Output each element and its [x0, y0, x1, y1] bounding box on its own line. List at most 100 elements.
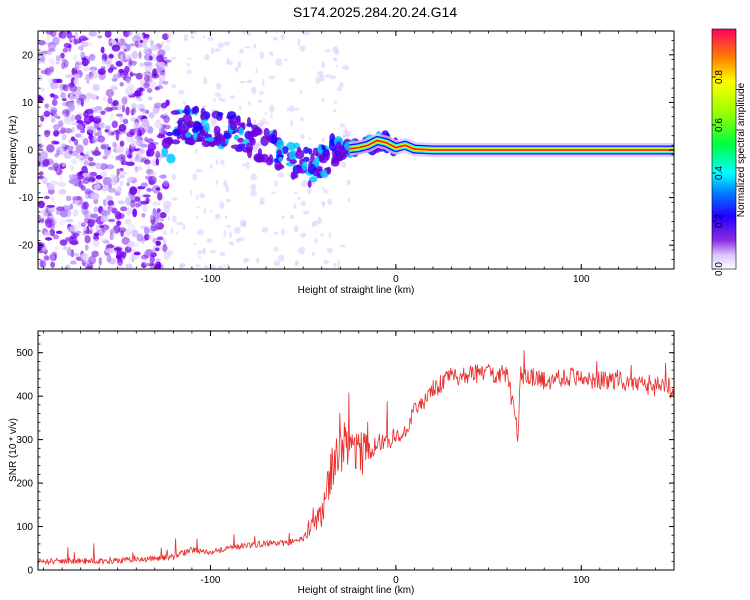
speckle-blob [70, 260, 77, 265]
speckle-blob [312, 220, 318, 226]
speckle-blob [107, 218, 116, 223]
speckle-blob [129, 186, 138, 196]
speckle-blob [126, 182, 130, 187]
speckle-blob [143, 61, 153, 66]
speckle-blob [151, 201, 161, 206]
speckle-blob [109, 154, 115, 159]
speckle-blob [87, 125, 97, 134]
speckle-blob [210, 163, 213, 170]
spectrogram-y-label: Frequency (Hz) [8, 116, 19, 185]
speckle-blob [294, 191, 298, 195]
speckle-blob [129, 60, 138, 66]
speckle-blob [239, 104, 242, 111]
ridge-blob [252, 127, 263, 136]
speckle-blob [96, 228, 105, 237]
speckle-blob [54, 153, 59, 158]
speckle-blob [162, 80, 169, 85]
speckle-blob [69, 203, 74, 210]
speckle-blob [250, 183, 257, 191]
speckle-blob [215, 179, 218, 185]
speckle-blob [134, 40, 139, 47]
speckle-blob [69, 224, 79, 233]
speckle-blob [204, 53, 210, 61]
speckle-blob [47, 166, 55, 171]
speckle-blob [237, 61, 242, 69]
speckle-blob [51, 98, 58, 107]
speckle-blob [93, 206, 99, 213]
speckle-blob [111, 120, 118, 129]
speckle-blob [182, 100, 187, 105]
speckle-blob [303, 31, 310, 36]
speckle-blob [68, 103, 75, 112]
speckle-blob [118, 68, 125, 74]
speckle-blob [99, 163, 108, 171]
snr-panel: -100 0 100 0 100 200 300 400 500 Height of strai… [8, 330, 675, 596]
speckle-blob [288, 77, 296, 83]
speckle-blob [41, 50, 49, 55]
speckle-blob [48, 57, 56, 64]
speckle-blob [139, 125, 143, 131]
speckle-blob [136, 97, 143, 102]
speckle-blob [121, 96, 128, 105]
speckle-blob [88, 53, 96, 61]
speckle-blob [92, 83, 100, 92]
speckle-blob [190, 34, 195, 39]
speckle-blob [72, 209, 79, 217]
speckle-blob [192, 173, 198, 181]
speckle-blob [71, 126, 75, 133]
speckle-blob [272, 36, 278, 41]
speckle-blob [62, 84, 69, 92]
speckle-blob [110, 106, 119, 111]
speckle-blob [74, 133, 82, 138]
snr-y-tick-label: 500 [16, 348, 33, 359]
ridge-blob [265, 158, 273, 166]
speckle-blob [71, 158, 78, 165]
speckle-blob [236, 238, 240, 244]
speckle-blob [161, 73, 165, 77]
speckle-blob [126, 131, 135, 138]
speckle-blob [229, 95, 236, 100]
speckle-blob [75, 144, 84, 154]
snr-series [38, 350, 674, 566]
speckle-blob [73, 54, 79, 62]
speckle-blob [91, 250, 99, 258]
speckle-blob [125, 161, 135, 166]
speckle-blob [152, 105, 160, 115]
speckle-blob [268, 75, 276, 80]
speckle-blob [91, 135, 98, 144]
speckle-blob [299, 45, 306, 52]
speckle-blob [121, 251, 127, 255]
speckle-blob [198, 193, 206, 199]
speckle-blob [69, 92, 74, 102]
speckle-blob [115, 155, 119, 161]
speckle-blob [100, 210, 108, 214]
speckle-blob [141, 262, 147, 269]
colorbar-tick-label: 0.0 [714, 262, 725, 276]
ridge-blob [184, 104, 191, 116]
ridge-core [349, 139, 674, 151]
ridge-blob [286, 142, 296, 151]
speckle-blob [104, 31, 112, 38]
speckle-blob [78, 220, 82, 229]
speckle-blob [95, 106, 103, 111]
speckle-blob [97, 135, 106, 143]
speckle-blob [192, 31, 198, 35]
speckle-blob [90, 71, 99, 80]
speckle-blob [119, 140, 125, 147]
speckle-blob [337, 259, 340, 268]
speckle-blob [122, 118, 129, 125]
speckle-blob [91, 219, 98, 223]
speckle-blob [145, 165, 151, 170]
speckle-blob [109, 112, 115, 121]
speckle-blob [127, 176, 135, 182]
speckle-blob [171, 173, 176, 181]
speckle-blob [159, 245, 169, 252]
speckle-blob [53, 112, 58, 118]
speckle-blob [238, 237, 245, 242]
speckle-blob [100, 46, 105, 54]
speckle-blob [141, 143, 148, 148]
ridge-blob [200, 113, 206, 121]
speckle-blob [70, 37, 75, 41]
speckle-blob [139, 62, 144, 68]
speckle-blob [160, 123, 167, 128]
